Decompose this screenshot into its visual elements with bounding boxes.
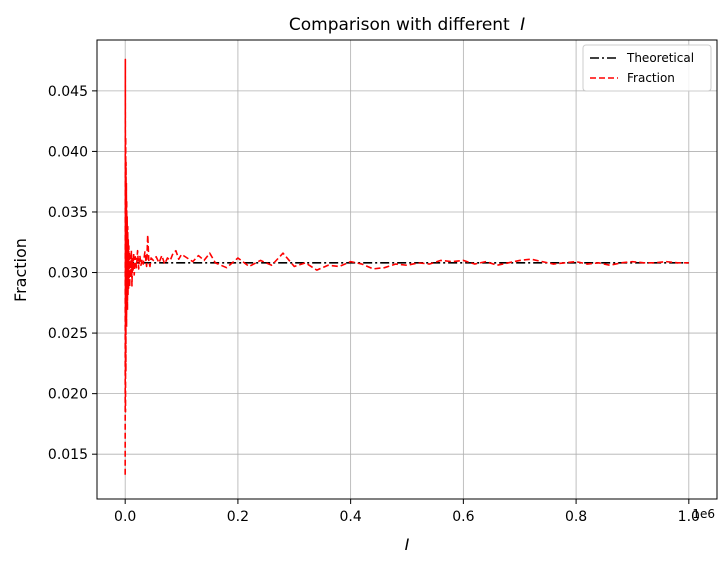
y-tick-label: 0.035: [48, 205, 88, 221]
x-tick-label: 0.2: [227, 509, 249, 525]
series-line-fraction: [124, 58, 689, 475]
series-layer: [124, 58, 689, 475]
legend-box: [582, 44, 712, 92]
x-tick-label: 0.6: [452, 509, 474, 525]
y-tick-label: 0.020: [48, 387, 88, 403]
x-axis-exponent-label: 1e6: [692, 507, 715, 521]
ticks-layer: 0.0 0.2 0.4 0.6 0.8 1.0 0.015 0.020 0.025 0.030 0.…: [48, 84, 700, 525]
x-tick-label: 0.8: [565, 509, 587, 525]
y-axis-label: Fraction: [11, 238, 30, 302]
x-tick-label: 1.0: [678, 509, 700, 525]
legend: Theoretical Fraction: [582, 44, 712, 92]
y-tick-label: 0.045: [48, 84, 88, 100]
chart-title-text: Comparison with different: [289, 15, 510, 35]
chart-title-symbol: I: [520, 15, 525, 35]
grid-layer: [97, 40, 717, 499]
legend-label-theoretical: Theoretical: [626, 51, 694, 65]
x-tick-label: 0.0: [114, 509, 136, 525]
legend-label-fraction: Fraction: [627, 71, 675, 85]
chart-title: Comparison with different I: [289, 15, 525, 35]
plot-area-frame: [96, 39, 718, 500]
y-tick-label: 0.015: [48, 447, 88, 463]
x-tick-label: 0.4: [340, 509, 362, 525]
y-tick-label: 0.030: [48, 266, 88, 282]
y-tick-label: 0.040: [48, 144, 88, 160]
y-tick-label: 0.025: [48, 326, 88, 342]
x-axis-label: I: [405, 535, 410, 554]
